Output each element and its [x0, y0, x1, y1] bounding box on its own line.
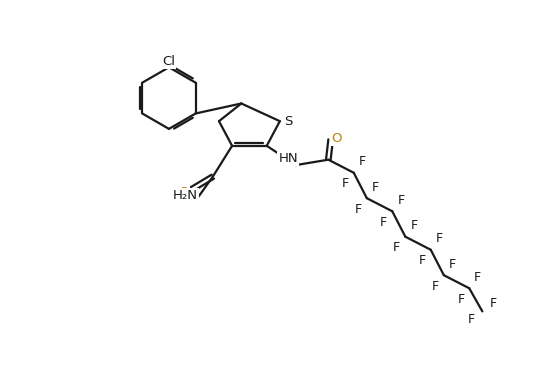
Text: F: F: [354, 203, 362, 216]
Text: F: F: [411, 219, 418, 232]
Text: F: F: [380, 216, 387, 229]
Text: F: F: [342, 177, 349, 190]
Text: F: F: [457, 293, 464, 306]
Text: F: F: [449, 258, 456, 271]
Text: F: F: [436, 232, 443, 245]
Text: HN: HN: [278, 152, 298, 165]
Text: F: F: [397, 194, 405, 207]
Text: O: O: [178, 186, 189, 199]
Text: H₂N: H₂N: [173, 189, 198, 202]
Text: Cl: Cl: [162, 54, 176, 67]
Text: S: S: [284, 115, 293, 128]
Text: F: F: [393, 241, 400, 254]
Text: F: F: [372, 181, 379, 194]
Text: F: F: [432, 280, 439, 293]
Text: F: F: [359, 155, 366, 168]
Text: F: F: [474, 271, 481, 283]
Text: F: F: [418, 254, 426, 267]
Text: F: F: [490, 297, 497, 310]
Text: O: O: [332, 131, 342, 145]
Text: F: F: [468, 313, 475, 326]
